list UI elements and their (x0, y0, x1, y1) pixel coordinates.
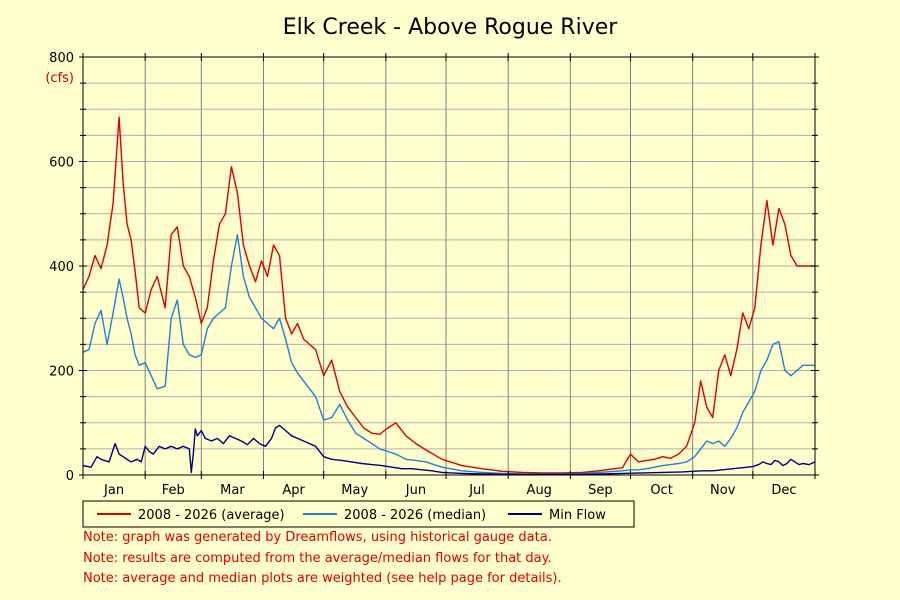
series-lines (82, 116, 816, 476)
note-line: Note: average and median plots are weigh… (83, 571, 562, 586)
y-tick-label: 400 (49, 260, 74, 275)
x-tick-label: Aug (527, 483, 552, 498)
legend-label: 2008 - 2026 (average) (138, 508, 285, 523)
y-tick-label: 200 (49, 365, 74, 380)
y-axis-unit-label: (cfs) (45, 71, 74, 86)
y-tick-label: 600 (49, 156, 74, 171)
note-line: Note: results are computed from the aver… (83, 550, 552, 566)
series-line (82, 424, 816, 476)
x-tick-label: Jan (103, 483, 124, 498)
x-tick-label: Nov (710, 483, 736, 498)
legend-label: 2008 - 2026 (median) (344, 508, 486, 523)
series-line (82, 116, 815, 474)
x-tick-label: Jul (468, 483, 485, 498)
x-tick-label: Sep (588, 483, 613, 498)
legend: 2008 - 2026 (average) 2008 - 2026 (median… (82, 500, 635, 528)
legend-label: Min Flow (549, 508, 606, 523)
notes: Note: graph was generated by Dreamflows,… (83, 528, 562, 590)
x-tick-label: Oct (650, 483, 672, 498)
x-tick-label: May (341, 483, 368, 498)
x-tick-label: Mar (220, 483, 245, 498)
legend-box (82, 500, 635, 528)
x-tick-label: Apr (282, 483, 305, 498)
chart-title: Elk Creek - Above Rogue River (283, 15, 619, 40)
series-line (82, 233, 815, 475)
y-tick-label: 0 (66, 469, 74, 484)
grid (83, 57, 815, 475)
axis-ticks: 0 200 400 600 800 Jan Feb Mar Apr May Jun Jul Aug Sep… (49, 51, 819, 498)
x-tick-label: Feb (162, 483, 185, 498)
x-tick-label: Jun (405, 483, 426, 498)
x-tick-label: Dec (771, 483, 796, 498)
y-tick-label: 800 (49, 51, 74, 66)
note-line: Note: graph was generated by Dreamflows,… (83, 530, 552, 545)
